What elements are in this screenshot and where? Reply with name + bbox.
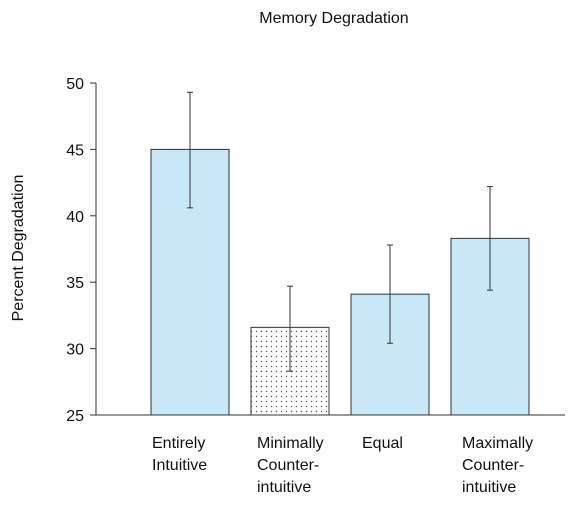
category-label: intuitive <box>462 479 516 496</box>
y-axis-label: Percent Degradation <box>10 175 27 322</box>
category-label: Entirely <box>152 435 205 452</box>
category-label: intuitive <box>257 479 311 496</box>
y-tick-label: 50 <box>66 76 84 93</box>
category-label: Maximally <box>462 435 533 452</box>
chart-title: Memory Degradation <box>259 10 408 27</box>
category-label: Counter- <box>257 457 319 474</box>
category-label: Minimally <box>257 435 324 452</box>
y-tick-label: 30 <box>66 342 84 359</box>
y-tick-label: 25 <box>66 408 84 425</box>
category-label: Intuitive <box>152 457 207 474</box>
plot-area: 25 30 35 40 45 50 Entirely Intuitive Minimally Co… <box>66 76 565 496</box>
category-label: Counter- <box>462 457 524 474</box>
category-label: Equal <box>362 435 403 452</box>
y-tick-label: 45 <box>66 142 84 159</box>
y-tick-label: 40 <box>66 209 84 226</box>
y-tick-label: 35 <box>66 275 84 292</box>
